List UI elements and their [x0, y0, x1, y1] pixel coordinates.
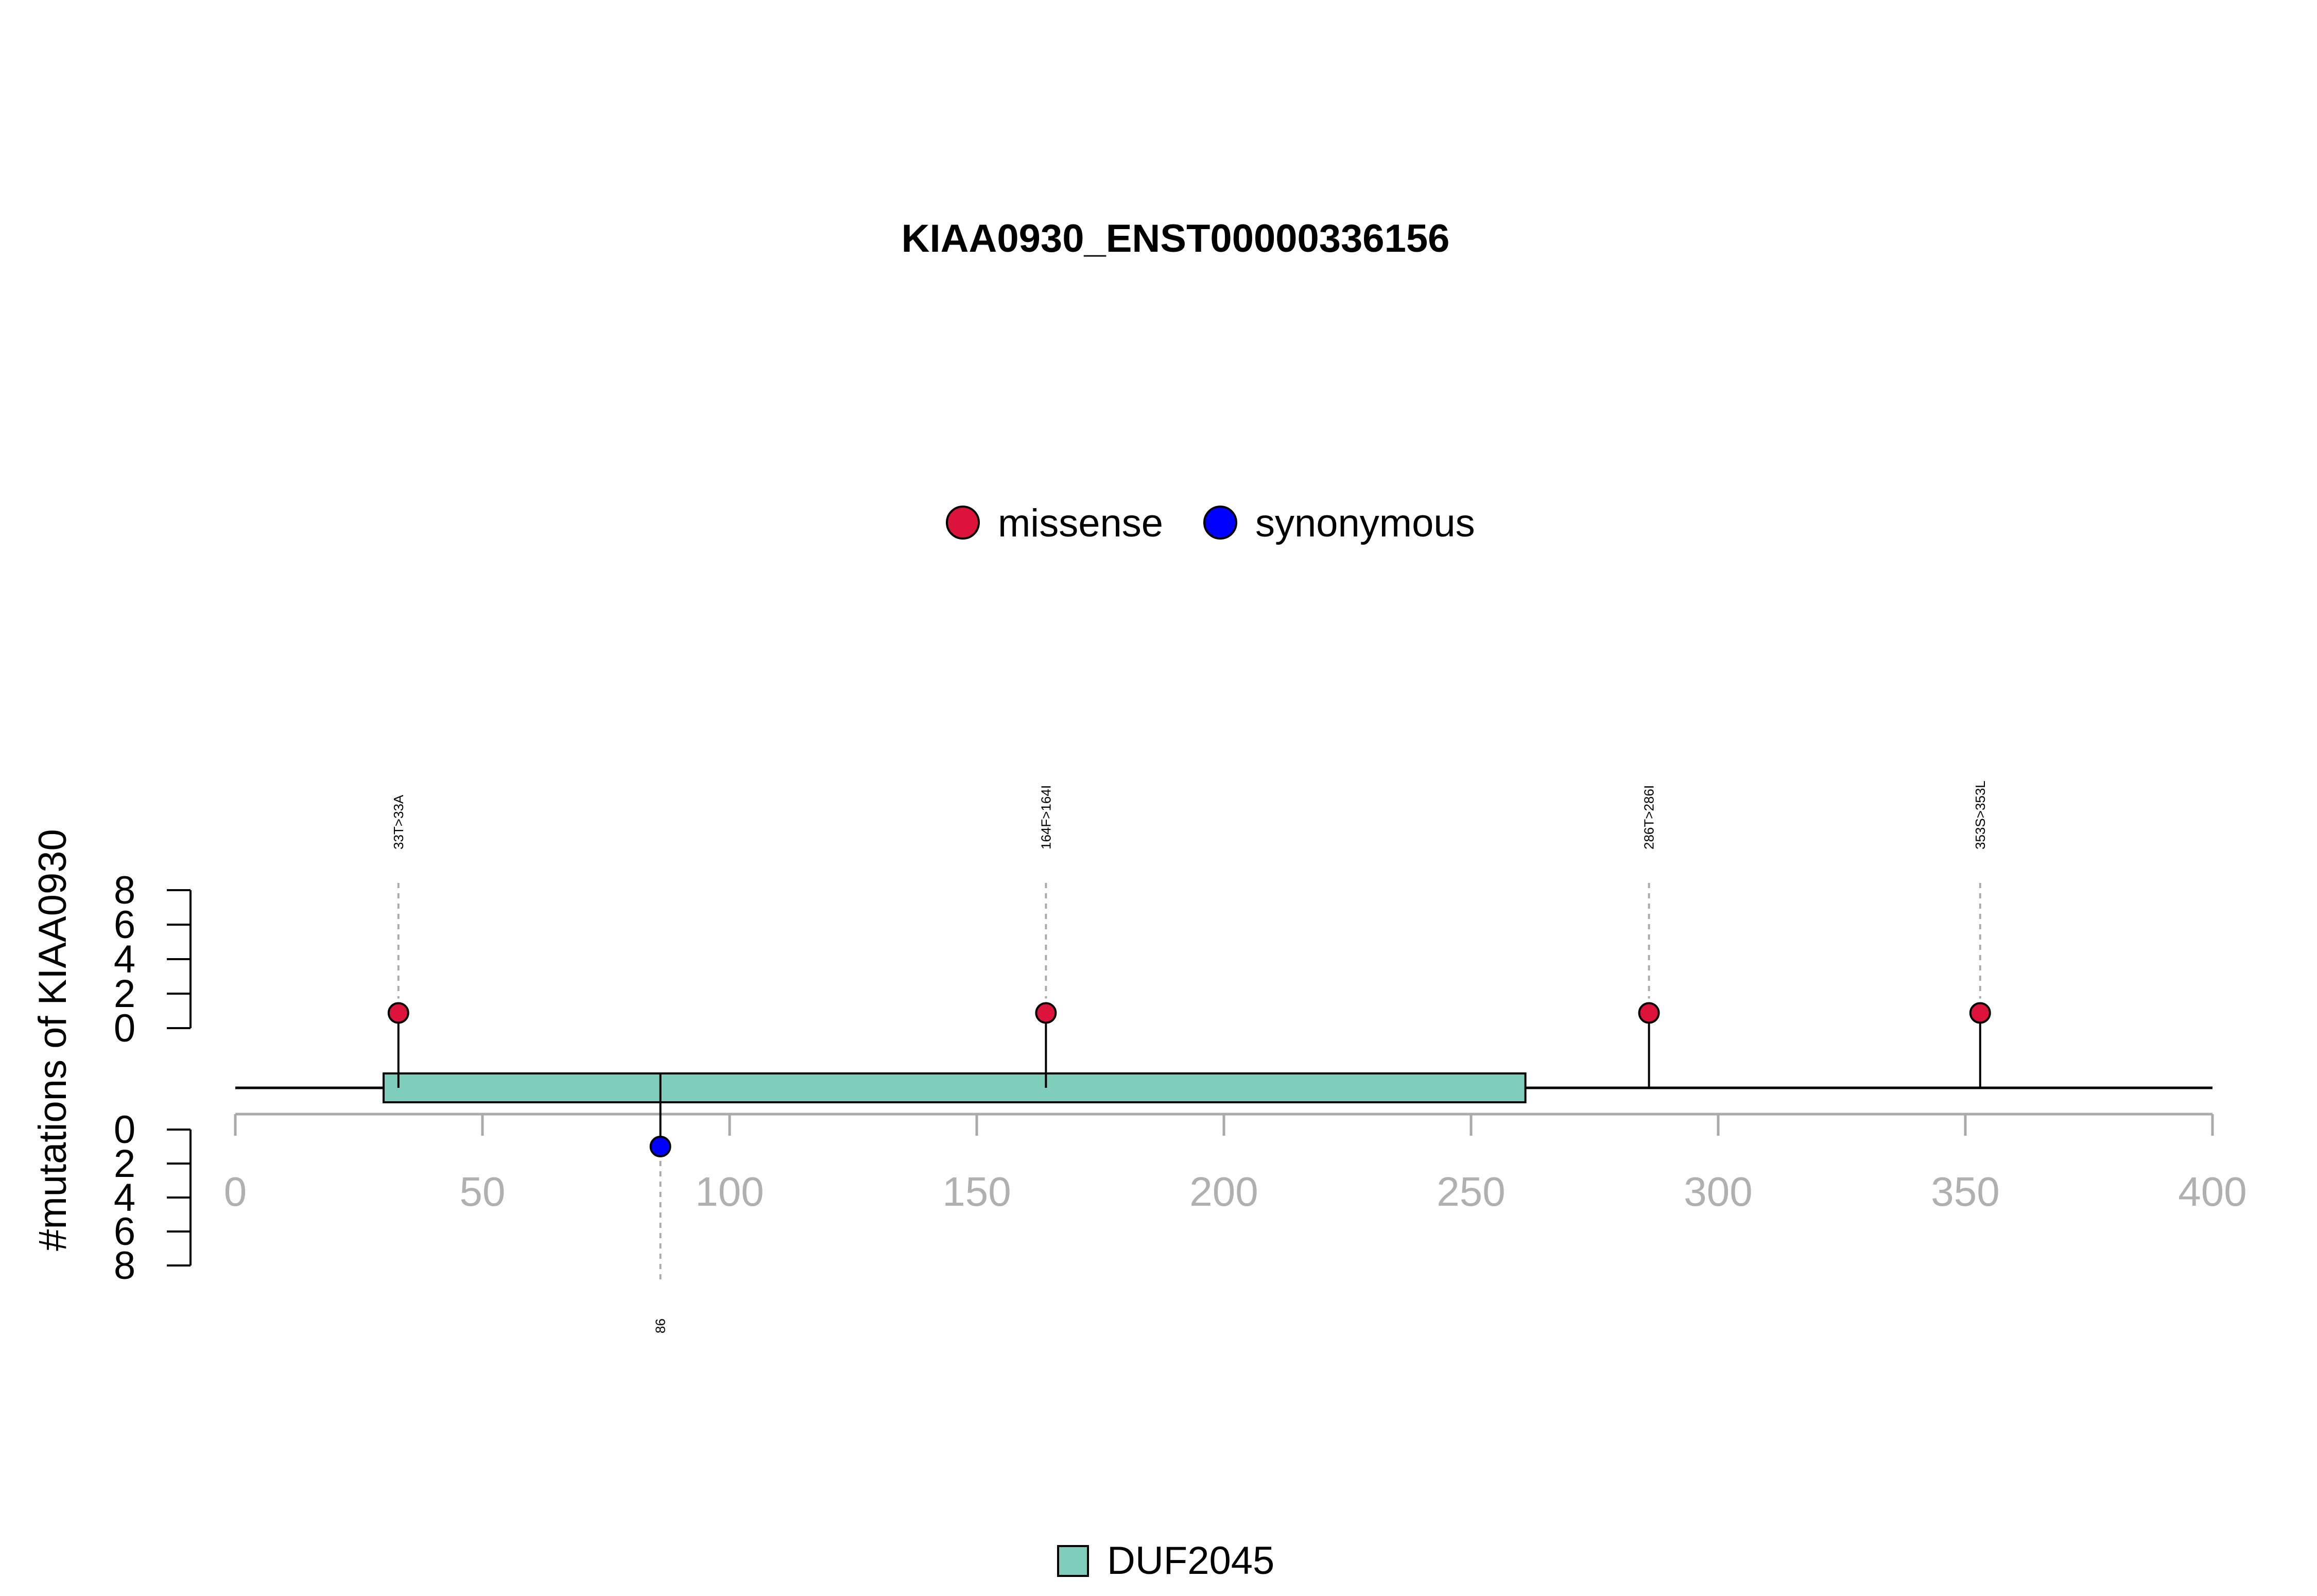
mutation-head-missense	[1638, 1002, 1660, 1024]
x-tick-label: 350	[1931, 1169, 1999, 1215]
mutation-head-synonymous	[649, 1136, 671, 1157]
upper-y-tick-label: 4	[114, 938, 135, 981]
lower-y-tick-label: 2	[114, 1142, 135, 1186]
lower-y-tick-label: 0	[114, 1108, 135, 1152]
legend-label-missense: missense	[998, 501, 1163, 545]
domain-legend: DUF2045	[1057, 1539, 1274, 1583]
legend-marker-synonymous	[1203, 506, 1237, 540]
x-axis: 0 50 100 150 200 250 300 350 400	[224, 1113, 2247, 1215]
protein-backbone	[235, 1072, 2212, 1103]
domain-legend-label: DUF2045	[1107, 1539, 1274, 1583]
x-tick-label: 250	[1437, 1169, 1505, 1215]
mutation-label: 286T>286I	[1641, 785, 1657, 849]
legend-label-synonymous: synonymous	[1255, 501, 1475, 545]
x-tick-label: 0	[224, 1169, 247, 1215]
chart-title: KIAA0930_ENST00000336156	[902, 217, 1450, 261]
upper-y-tick-label: 6	[114, 903, 135, 947]
mutation-label: 164F>164I	[1038, 785, 1053, 849]
x-tick-label: 100	[695, 1169, 764, 1215]
mutation-type-legend: missense synonymous	[946, 501, 1475, 545]
upper-y-tick-label: 2	[114, 972, 135, 1016]
legend-marker-missense	[946, 506, 980, 540]
x-tick-label: 200	[1189, 1169, 1258, 1215]
mutation-head-missense	[1035, 1002, 1057, 1024]
lollipops: 33T>33A 164F>164I 286T>286I 353S>353L 86	[387, 780, 1991, 1333]
x-tick-label: 50	[460, 1169, 506, 1215]
y-axis-label: #mutations of KIAA0930	[31, 829, 75, 1251]
domain-legend-swatch	[1057, 1545, 1089, 1577]
mutation-head-missense	[387, 1002, 409, 1024]
lower-y-tick-label: 6	[114, 1210, 135, 1254]
x-tick-label: 150	[942, 1169, 1011, 1215]
upper-y-tick-label: 0	[114, 1007, 135, 1050]
mutation-label: 353S>353L	[1973, 780, 1988, 849]
lower-y-tick-label: 8	[114, 1244, 135, 1288]
mutation-head-missense	[1969, 1002, 1991, 1024]
upper-y-tick-label: 8	[114, 869, 135, 912]
mutation-label: 86	[653, 1319, 668, 1333]
x-tick-label: 300	[1684, 1169, 1752, 1215]
domain-DUF2045	[383, 1072, 1527, 1103]
mutation-label: 33T>33A	[391, 794, 406, 849]
x-tick-label: 400	[2178, 1169, 2246, 1215]
lower-y-tick-label: 4	[114, 1176, 135, 1220]
